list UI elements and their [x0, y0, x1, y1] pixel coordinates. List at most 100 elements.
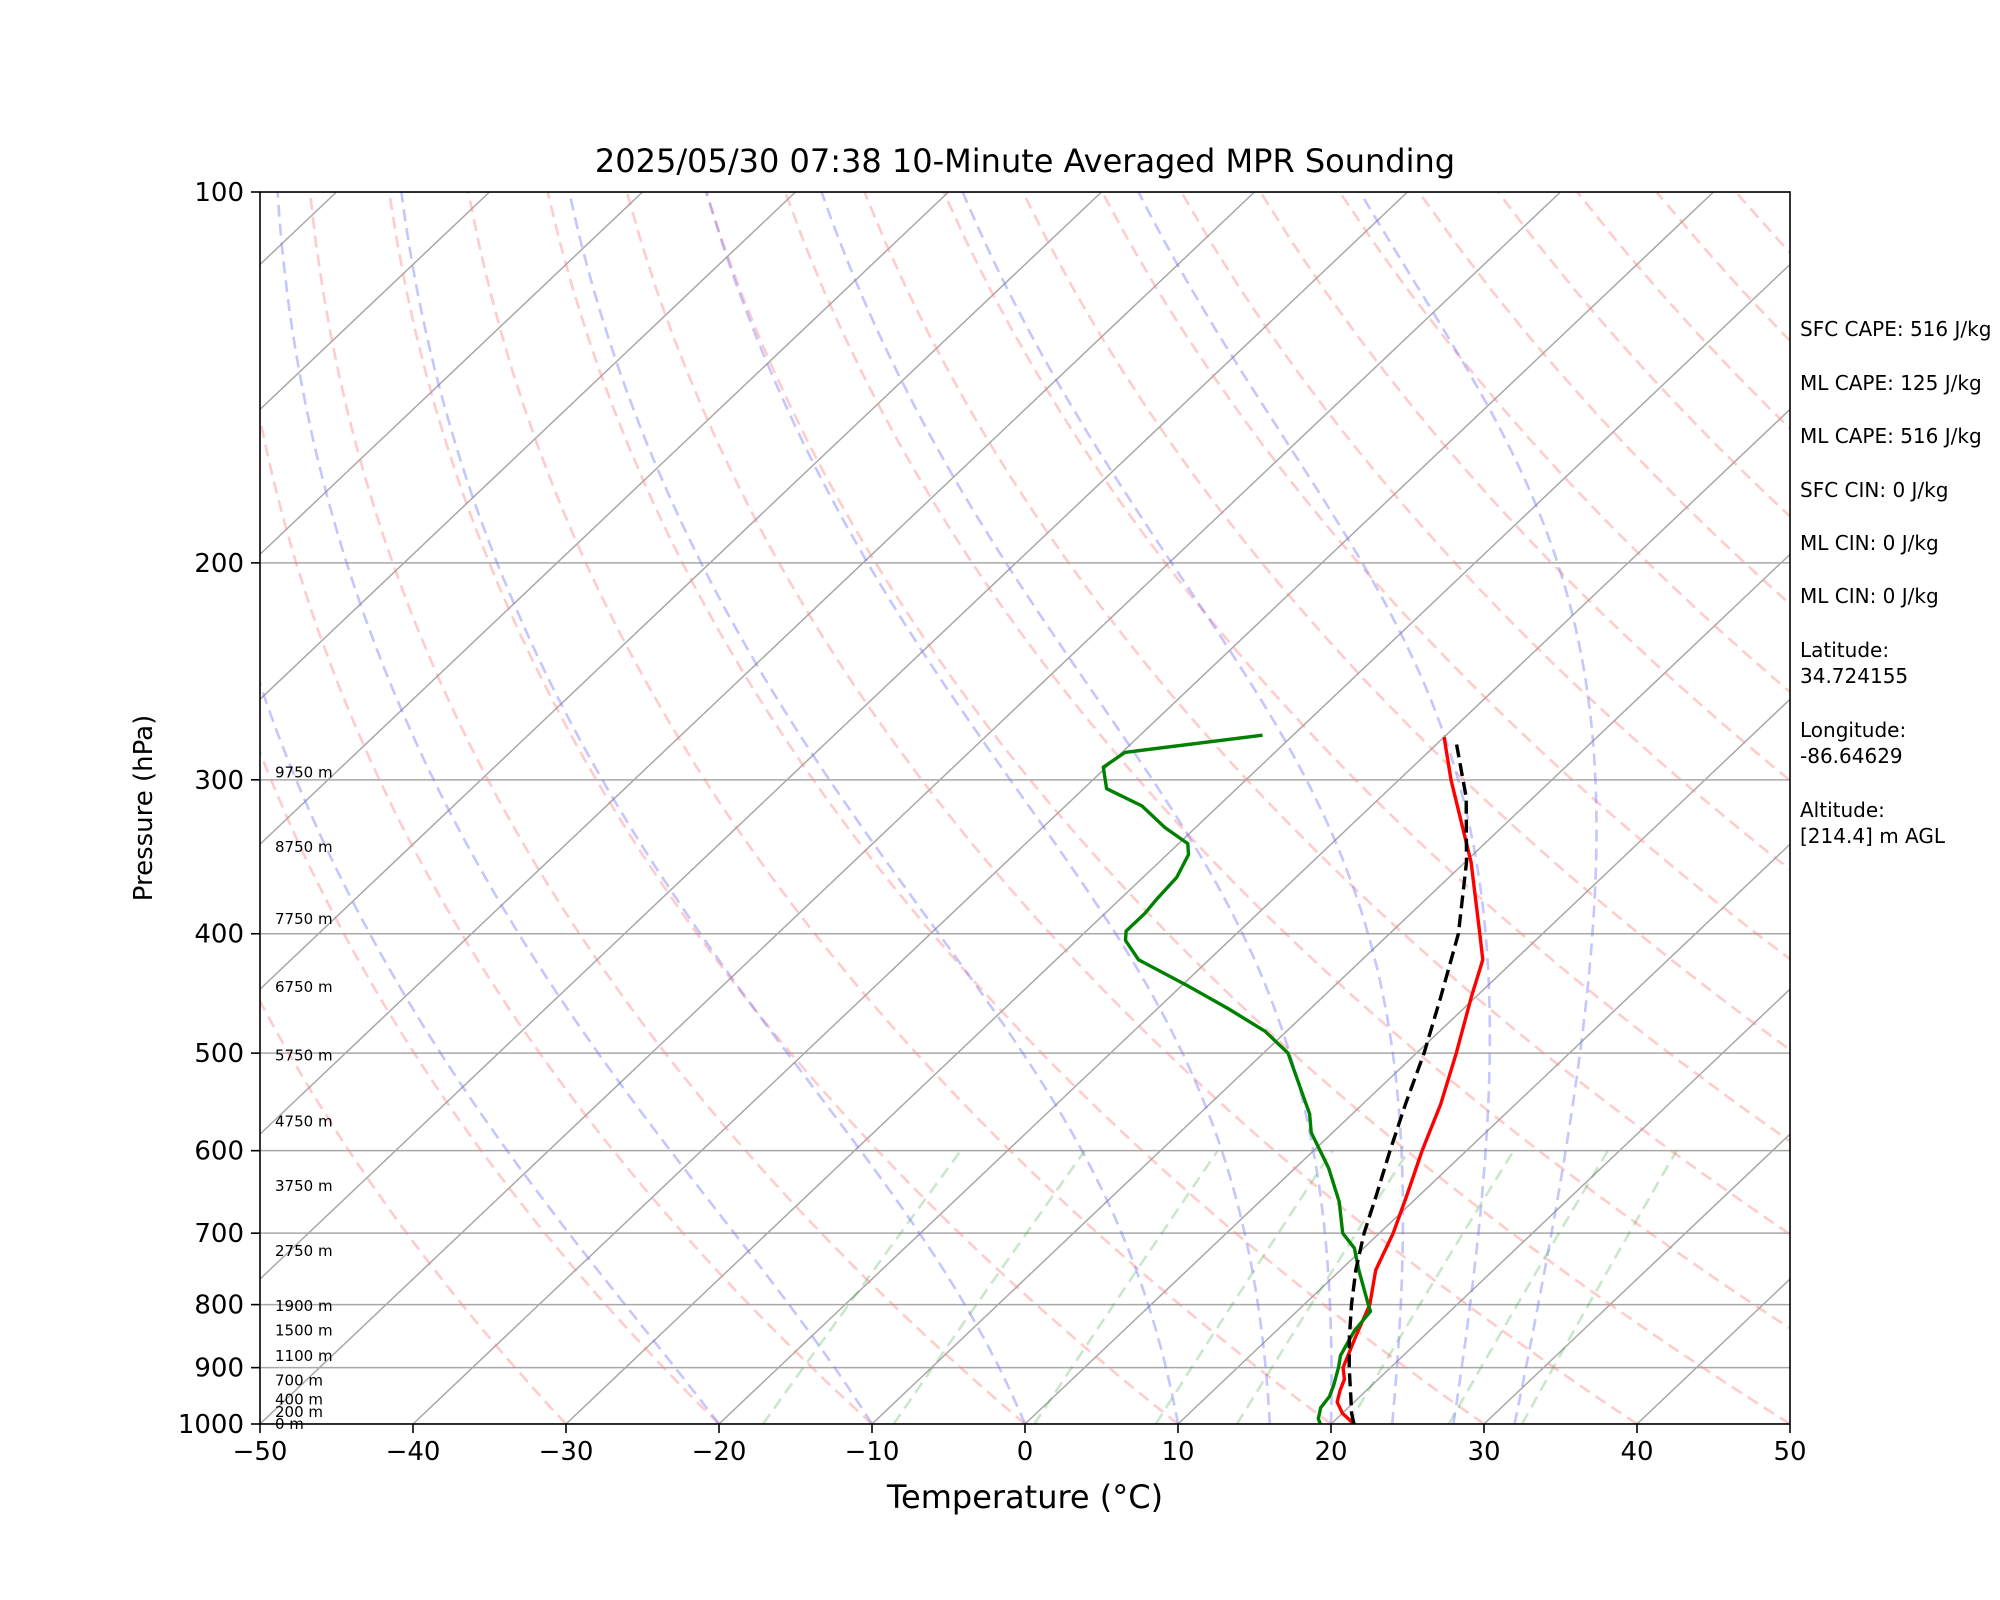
isotherm-line [260, 192, 797, 701]
sounding-traces [1101, 733, 1485, 1424]
sounding-series-line [1101, 733, 1373, 1424]
mixing-ratio-line [1347, 1150, 1515, 1424]
y-tick-label: 200 [194, 549, 244, 579]
y-tick-label: 1000 [178, 1410, 244, 1440]
y-tick-label: 800 [194, 1291, 244, 1321]
dry-adiabat-line [1338, 192, 1790, 694]
ml-cape-text-2: ML CAPE: 516 J/kg [1800, 424, 1982, 448]
mixing-ratio-line [1154, 1149, 1334, 1424]
x-tick-label: −20 [692, 1437, 747, 1467]
dry-adiabat-line [387, 192, 1179, 1424]
plot-frame [259, 191, 1791, 1425]
dry-adiabat-line [1021, 192, 1790, 1052]
x-tick-label: 20 [1314, 1437, 1347, 1467]
height-label: 400 m [275, 1390, 323, 1408]
dry-adiabat-line [942, 192, 1790, 1144]
dry-adiabat-line [260, 998, 567, 1424]
moist-adiabat-line [1137, 192, 1492, 1424]
height-label: 5750 m [275, 1046, 333, 1064]
x-tick-label: 40 [1620, 1437, 1653, 1467]
isotherm-line [871, 553, 1790, 1424]
isotherm-line [718, 408, 1790, 1424]
isotherm-line [260, 192, 338, 266]
mixing-ratio-line [892, 1149, 1086, 1424]
ml-cape-text: ML CAPE: 125 J/kg [1800, 371, 1982, 395]
y-tick-label: 100 [194, 178, 244, 208]
moist-adiabat-line [1358, 192, 1598, 1424]
dry-adiabat-line [625, 192, 1638, 1424]
height-label: 3750 m [275, 1177, 333, 1195]
isotherm-line [260, 192, 1256, 1136]
isotherm-line [412, 192, 1715, 1424]
background-lines [0, 192, 1790, 1424]
moist-adiabat-line [705, 192, 1272, 1424]
moist-adiabat-line [400, 192, 1027, 1424]
moist-adiabat-line [961, 192, 1405, 1424]
height-label: 6750 m [275, 978, 333, 996]
isotherm-line [1024, 698, 1790, 1424]
height-label: 7750 m [275, 910, 333, 928]
x-tick-label: −40 [386, 1437, 441, 1467]
sounding-series-line [1335, 736, 1485, 1424]
moist-adiabat-line [567, 192, 1180, 1424]
moist-adiabat-line [276, 192, 874, 1424]
y-tick-label: 400 [194, 920, 244, 950]
mixing-ratio-line [1033, 1149, 1219, 1424]
isotherm-line [0, 192, 31, 1424]
moist-adiabat-line [820, 192, 1333, 1424]
height-label: 9750 m [275, 764, 333, 782]
dry-adiabat-line [704, 192, 1790, 1424]
ml-cin-text: ML CIN: 0 J/kg [1800, 531, 1939, 555]
axis-ticks: −50 −40 −30 −20 −10 0 10 20 30 40 50 100 200 300 400 50… [178, 178, 1807, 1467]
isotherm-line [1177, 843, 1790, 1424]
y-tick-label: 700 [194, 1219, 244, 1249]
mixing-ratio-line [1447, 1150, 1610, 1424]
x-tick-label: −10 [845, 1437, 900, 1467]
sounding-series-line [1347, 742, 1469, 1424]
dry-adiabat-line [863, 192, 1790, 1236]
height-label: 200 m [275, 1403, 323, 1421]
dry-adiabat-line [308, 192, 1026, 1424]
sfc-cape-text: SFC CAPE: 516 J/kg [1800, 317, 1992, 341]
x-tick-label: 50 [1773, 1437, 1806, 1467]
y-tick-label: 900 [194, 1354, 244, 1384]
isotherm-line [260, 192, 644, 556]
dry-adiabat-line [260, 412, 873, 1424]
moist-adiabat-line [260, 680, 721, 1424]
x-tick-label: 30 [1467, 1437, 1500, 1467]
altitude-text: Altitude: [214.4] m AGL [1800, 798, 1946, 848]
isotherm-line [260, 192, 1562, 1424]
y-tick-label: 600 [194, 1137, 244, 1167]
ml-cin-text-2: ML CIN: 0 J/kg [1800, 584, 1939, 608]
latitude-text: Latitude: 34.724155 [1800, 638, 1909, 688]
isotherm-line [1483, 1133, 1790, 1424]
dry-adiabat-line [783, 192, 1790, 1330]
isotherm-line [565, 263, 1790, 1424]
mixing-ratio-line [761, 1149, 962, 1424]
height-label: 1900 m [275, 1297, 333, 1315]
longitude-text: Longitude: -86.64629 [1800, 718, 1907, 768]
y-axis-label: Pressure (hPa) [129, 715, 159, 902]
dry-adiabat-line [1100, 192, 1790, 961]
y-tick-label: 300 [194, 766, 244, 796]
isotherm-line [260, 192, 491, 411]
height-label: 2750 m [275, 1242, 333, 1260]
x-tick-label: −50 [233, 1437, 288, 1467]
x-tick-label: 0 [1017, 1437, 1034, 1467]
isotherm-line [260, 192, 950, 846]
y-tick-label: 500 [194, 1039, 244, 1069]
height-label: 4750 m [275, 1112, 333, 1130]
isotherm-line [260, 192, 1103, 991]
dry-adiabat-line [467, 192, 1332, 1424]
height-label: 1500 m [275, 1322, 333, 1340]
x-tick-label: 10 [1161, 1437, 1194, 1467]
dry-adiabat-line [260, 748, 720, 1424]
sfc-cin-text: SFC CIN: 0 J/kg [1800, 478, 1949, 502]
height-label: 8750 m [275, 838, 333, 856]
height-label: 700 m [275, 1372, 323, 1390]
chart-title: 2025/05/30 07:38 10-Minute Averaged MPR … [595, 142, 1455, 180]
height-label: 1100 m [275, 1347, 333, 1365]
height-label: 0 m [275, 1415, 304, 1433]
dry-adiabat-line [546, 192, 1485, 1424]
